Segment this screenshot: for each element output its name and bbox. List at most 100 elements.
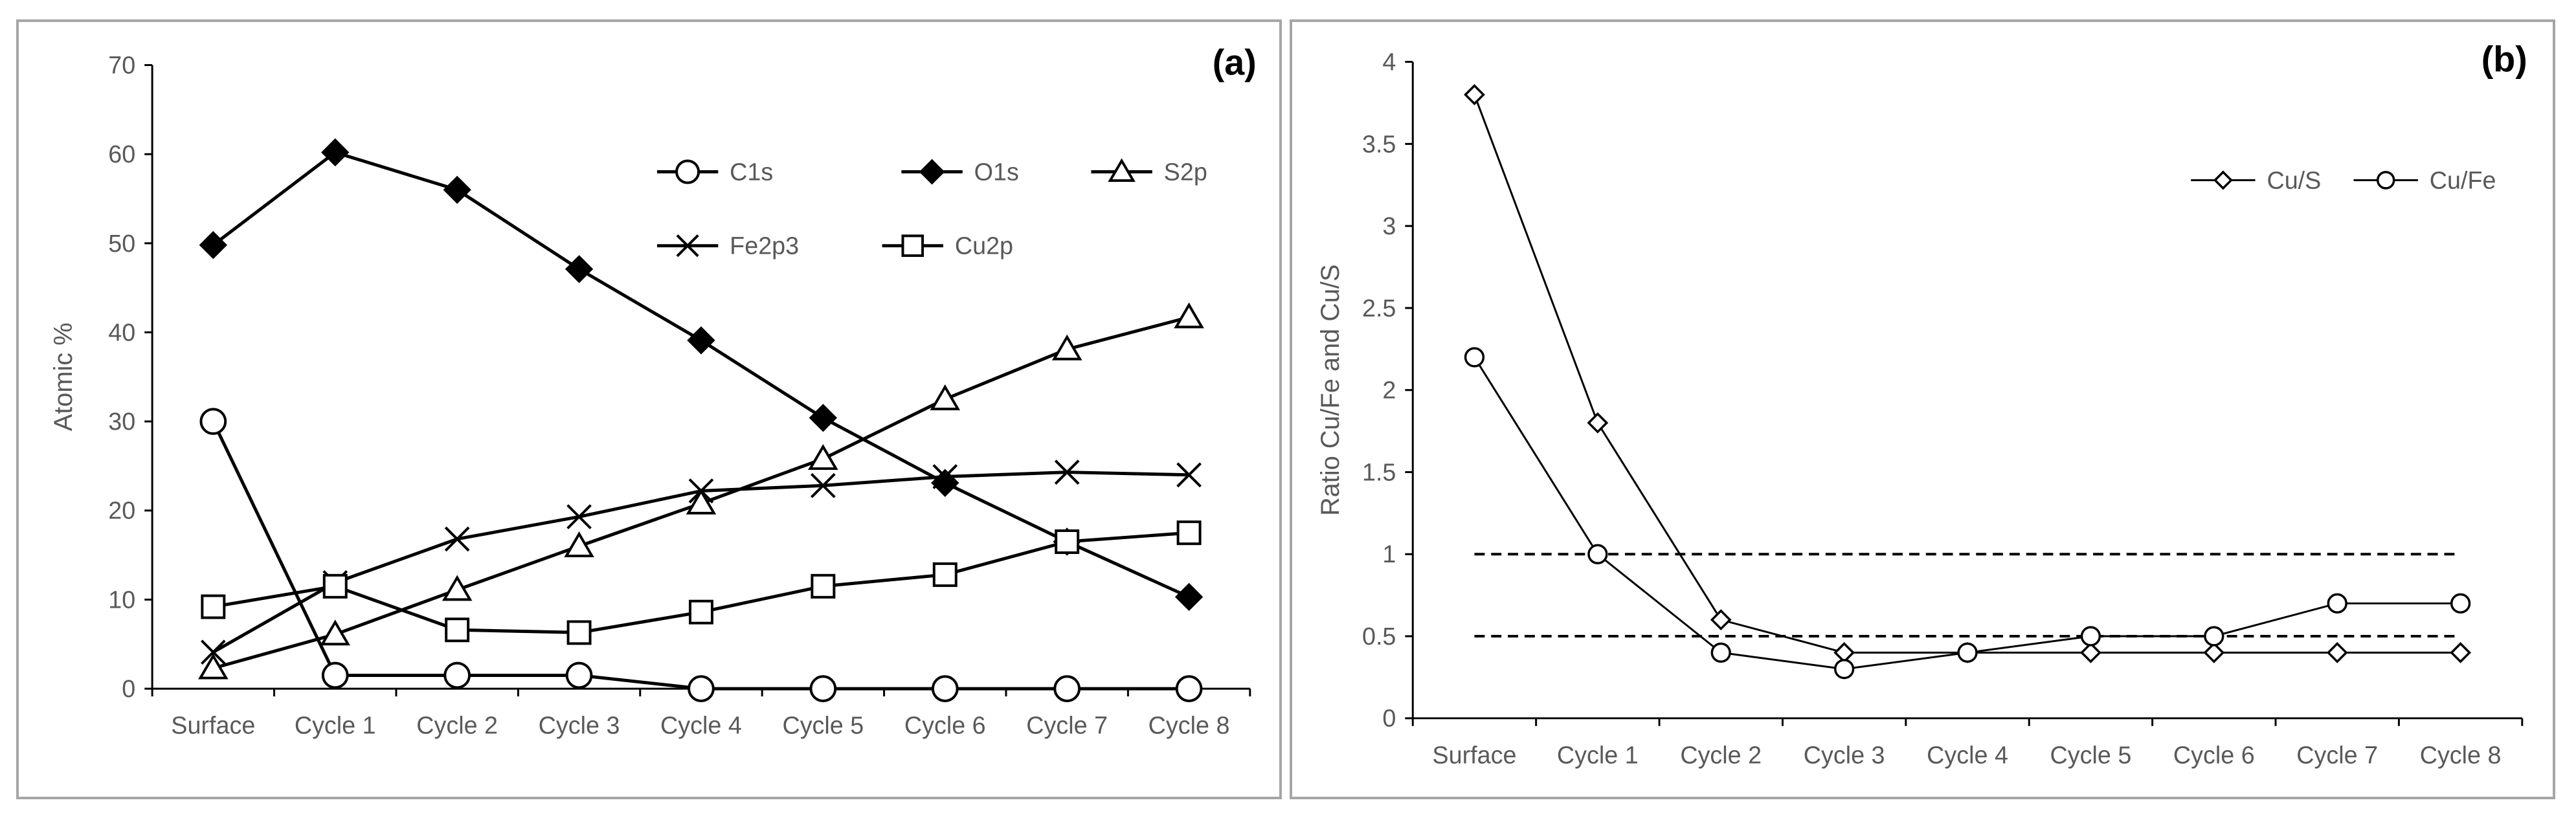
chart-a-line-c1s xyxy=(212,421,1189,691)
chart-a-point-fe2p3 xyxy=(444,526,470,552)
chart-b-x-tick-label: Cycle 1 xyxy=(1557,741,1639,768)
chart-b-legend-label-cu-s: Cu/S xyxy=(2267,166,2321,194)
chart-a-y-tick-label: 0 xyxy=(122,675,135,702)
chart-a-y-tick-label: 20 xyxy=(108,497,135,524)
chart-b-point-cu-fe xyxy=(1833,659,1855,680)
chart-b-x-tick-label: Cycle 2 xyxy=(1680,741,1762,768)
chart-b-point-cu-fe xyxy=(1587,544,1608,564)
chart-a-legend-s2p: S2p xyxy=(1091,158,1207,185)
chart-a-point-c1s xyxy=(931,675,959,702)
chart-a-legend-label-o1s: O1s xyxy=(974,158,1019,185)
chart-a-point-cu2p xyxy=(1055,529,1080,554)
chart-a-legend-marker-c1s xyxy=(675,159,700,184)
chart-b-point-cu-s xyxy=(1587,412,1609,434)
chart-b-legend-cu-s: Cu/S xyxy=(2191,166,2321,194)
chart-b-y-tick-label: 2 xyxy=(1382,377,1396,404)
chart-a-point-o1s xyxy=(443,175,471,204)
chart-a-legend-cu2p: Cu2p xyxy=(882,232,1013,260)
chart-b-point-cu-fe xyxy=(2327,593,2347,614)
chart-a-x-tick-label: Cycle 4 xyxy=(660,712,742,739)
chart-b-svg: 0 0.5 1 1.5 2 2.5 3 3.5 4 Surface Cycle 1 Cycle 2 Cy… xyxy=(1316,39,2527,768)
chart-a-svg: 0 10 20 30 40 50 60 70 Surface Cycle 1 Cycle 2 Cycl… xyxy=(49,42,1257,739)
chart-a-legend-marker-cu2p xyxy=(901,234,924,257)
chart-a-point-cu2p xyxy=(322,573,348,599)
chart-b-y-tick-label: 0 xyxy=(1382,705,1396,732)
chart-a-series-cu2p xyxy=(201,520,1202,645)
chart-b-x-tick-label: Cycle 4 xyxy=(1927,741,2008,768)
chart-a-point-c1s xyxy=(1175,675,1203,702)
chart-a-y-tick-label: 40 xyxy=(108,318,135,346)
chart-b-point-cu-s xyxy=(1464,83,1485,105)
chart-b-panel-label: (b) xyxy=(2481,39,2527,79)
chart-b-legend-marker-cu-fe xyxy=(2376,171,2395,190)
chart-b-point-cu-fe xyxy=(2450,593,2471,614)
chart-a-point-fe2p3 xyxy=(566,504,592,529)
chart-a-point-c1s xyxy=(688,675,715,702)
chart-a-legend-fe2p3: Fe2p3 xyxy=(656,232,799,260)
chart-b-x-tick-label: Cycle 6 xyxy=(2173,741,2255,768)
chart-a-y-tick-label: 60 xyxy=(108,140,135,168)
chart-a-y-tick-label: 10 xyxy=(108,586,135,613)
chart-b-point-cu-fe xyxy=(2204,626,2224,647)
chart-b-y-tick-label: 1.5 xyxy=(1362,458,1396,485)
chart-b-point-cu-fe xyxy=(1464,347,1485,368)
chart-a-point-fe2p3 xyxy=(932,464,958,489)
chart-a-point-c1s xyxy=(443,661,471,689)
chart-b-legend-cu-fe: Cu/Fe xyxy=(2353,166,2496,194)
chart-a-point-cu2p xyxy=(566,620,592,645)
chart-a-point-cu2p xyxy=(201,594,226,619)
chart-a-point-s2p xyxy=(808,444,838,471)
chart-a-x-tick-label: Cycle 1 xyxy=(295,712,376,739)
chart-a-point-fe2p3 xyxy=(1054,460,1080,485)
chart-b-x-tick-label: Cycle 7 xyxy=(2296,741,2378,768)
chart-a-x-tick-label: Cycle 8 xyxy=(1148,712,1230,739)
chart-b-point-cu-s xyxy=(2450,642,2471,663)
chart-b-point-cu-s xyxy=(1710,609,1732,631)
chart-b-series-cu-fe xyxy=(1464,347,2471,680)
chart-a-y-tick-label: 70 xyxy=(108,51,135,78)
chart-a-y-axis-title: Atomic % xyxy=(49,322,78,431)
chart-a-y-tick-label: 30 xyxy=(108,408,135,435)
chart-b-y-tick-label: 4 xyxy=(1382,49,1396,76)
chart-a-legend-o1s: O1s xyxy=(901,158,1019,185)
chart-a-line-o1s xyxy=(212,150,1190,599)
chart-a-legend-c1s: C1s xyxy=(656,158,773,185)
chart-a-legend-label-c1s: C1s xyxy=(730,158,773,185)
chart-panel-b: 0 0.5 1 1.5 2 2.5 3 3.5 4 Surface Cycle 1 Cycle 2 Cy… xyxy=(1290,19,2555,799)
chart-a-x-tick-label: Cycle 3 xyxy=(539,712,620,739)
chart-a-point-c1s xyxy=(809,675,837,702)
chart-a-point-c1s xyxy=(1053,675,1081,702)
chart-b-y-tick-label: 3 xyxy=(1382,212,1396,239)
chart-b-y-tick-label: 0.5 xyxy=(1362,623,1396,650)
chart-a-point-s2p xyxy=(442,575,473,601)
chart-a-point-cu2p xyxy=(932,562,958,587)
chart-b-point-cu-s xyxy=(2326,642,2348,663)
chart-b-line-cu-fe xyxy=(1473,357,2461,670)
chart-a-point-s2p xyxy=(1051,334,1082,360)
chart-b-point-cu-fe xyxy=(1957,642,1978,663)
chart-a-point-o1s xyxy=(1174,582,1204,612)
chart-a-point-cu2p xyxy=(688,599,713,625)
chart-a-point-fe2p3 xyxy=(811,472,836,498)
chart-b-x-tick-label: Surface xyxy=(1432,741,1516,768)
chart-a-legend-label-cu2p: Cu2p xyxy=(955,232,1013,260)
chart-a-point-o1s xyxy=(809,403,838,432)
chart-a-point-s2p xyxy=(686,488,717,515)
chart-a-point-o1s xyxy=(199,230,228,260)
chart-b-legend-label-cu-fe: Cu/Fe xyxy=(2430,166,2496,194)
chart-a-point-fe2p3 xyxy=(688,478,714,504)
chart-b-y-tick-label: 3.5 xyxy=(1362,130,1396,157)
chart-a-point-s2p xyxy=(564,531,594,557)
chart-a-point-c1s xyxy=(321,661,349,689)
chart-b-x-tick-label: Cycle 5 xyxy=(2050,741,2132,768)
chart-a-point-cu2p xyxy=(1176,520,1202,546)
chart-a-legend-marker-s2p xyxy=(1108,158,1136,183)
chart-a-legend-label-fe2p3: Fe2p3 xyxy=(730,232,799,260)
chart-a-x-tick-label: Cycle 6 xyxy=(904,712,986,739)
chart-a-x-tick-label: Cycle 5 xyxy=(782,712,864,739)
chart-a-legend-label-s2p: S2p xyxy=(1164,158,1207,185)
chart-a-panel-label: (a) xyxy=(1213,42,1257,82)
chart-a-series-c1s xyxy=(199,408,1203,702)
chart-a-point-o1s xyxy=(687,326,715,355)
chart-b-y-tick-label: 2.5 xyxy=(1362,294,1396,322)
